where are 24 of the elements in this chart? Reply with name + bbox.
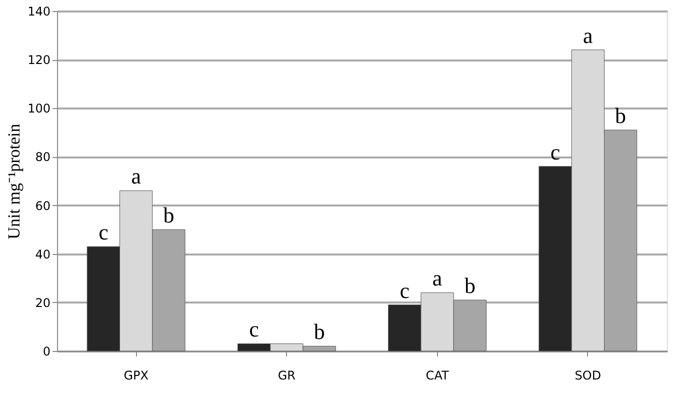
data-label: a xyxy=(432,266,442,291)
data-label: c xyxy=(249,316,260,342)
data-label: b xyxy=(615,103,626,128)
data-label: c xyxy=(550,139,560,164)
data-label: a xyxy=(131,164,142,189)
data-label: b xyxy=(464,273,476,298)
y-tick-label: 100 xyxy=(28,102,50,116)
data-label: c xyxy=(400,278,410,303)
y-tick-label: 40 xyxy=(35,247,50,262)
x-tick-label: GR xyxy=(278,368,296,382)
data-label: b xyxy=(163,202,174,228)
y-axis-title: Unit mg⁻¹protein xyxy=(4,123,24,240)
y-tick-label: 80 xyxy=(35,150,50,164)
x-tick-label: SOD xyxy=(574,368,602,382)
y-tick-label: 0 xyxy=(42,344,50,358)
y-tick-label: 140 xyxy=(28,4,50,18)
x-tick-label: GPX xyxy=(124,368,148,382)
x-tick-label: CAT xyxy=(426,368,450,382)
y-tick-label: 20 xyxy=(35,296,50,310)
data-label: a xyxy=(583,22,594,48)
data-label: c xyxy=(98,220,109,245)
y-tick-label: 60 xyxy=(35,198,50,213)
y-tick-label: 120 xyxy=(28,53,50,68)
data-label: b xyxy=(314,319,325,344)
